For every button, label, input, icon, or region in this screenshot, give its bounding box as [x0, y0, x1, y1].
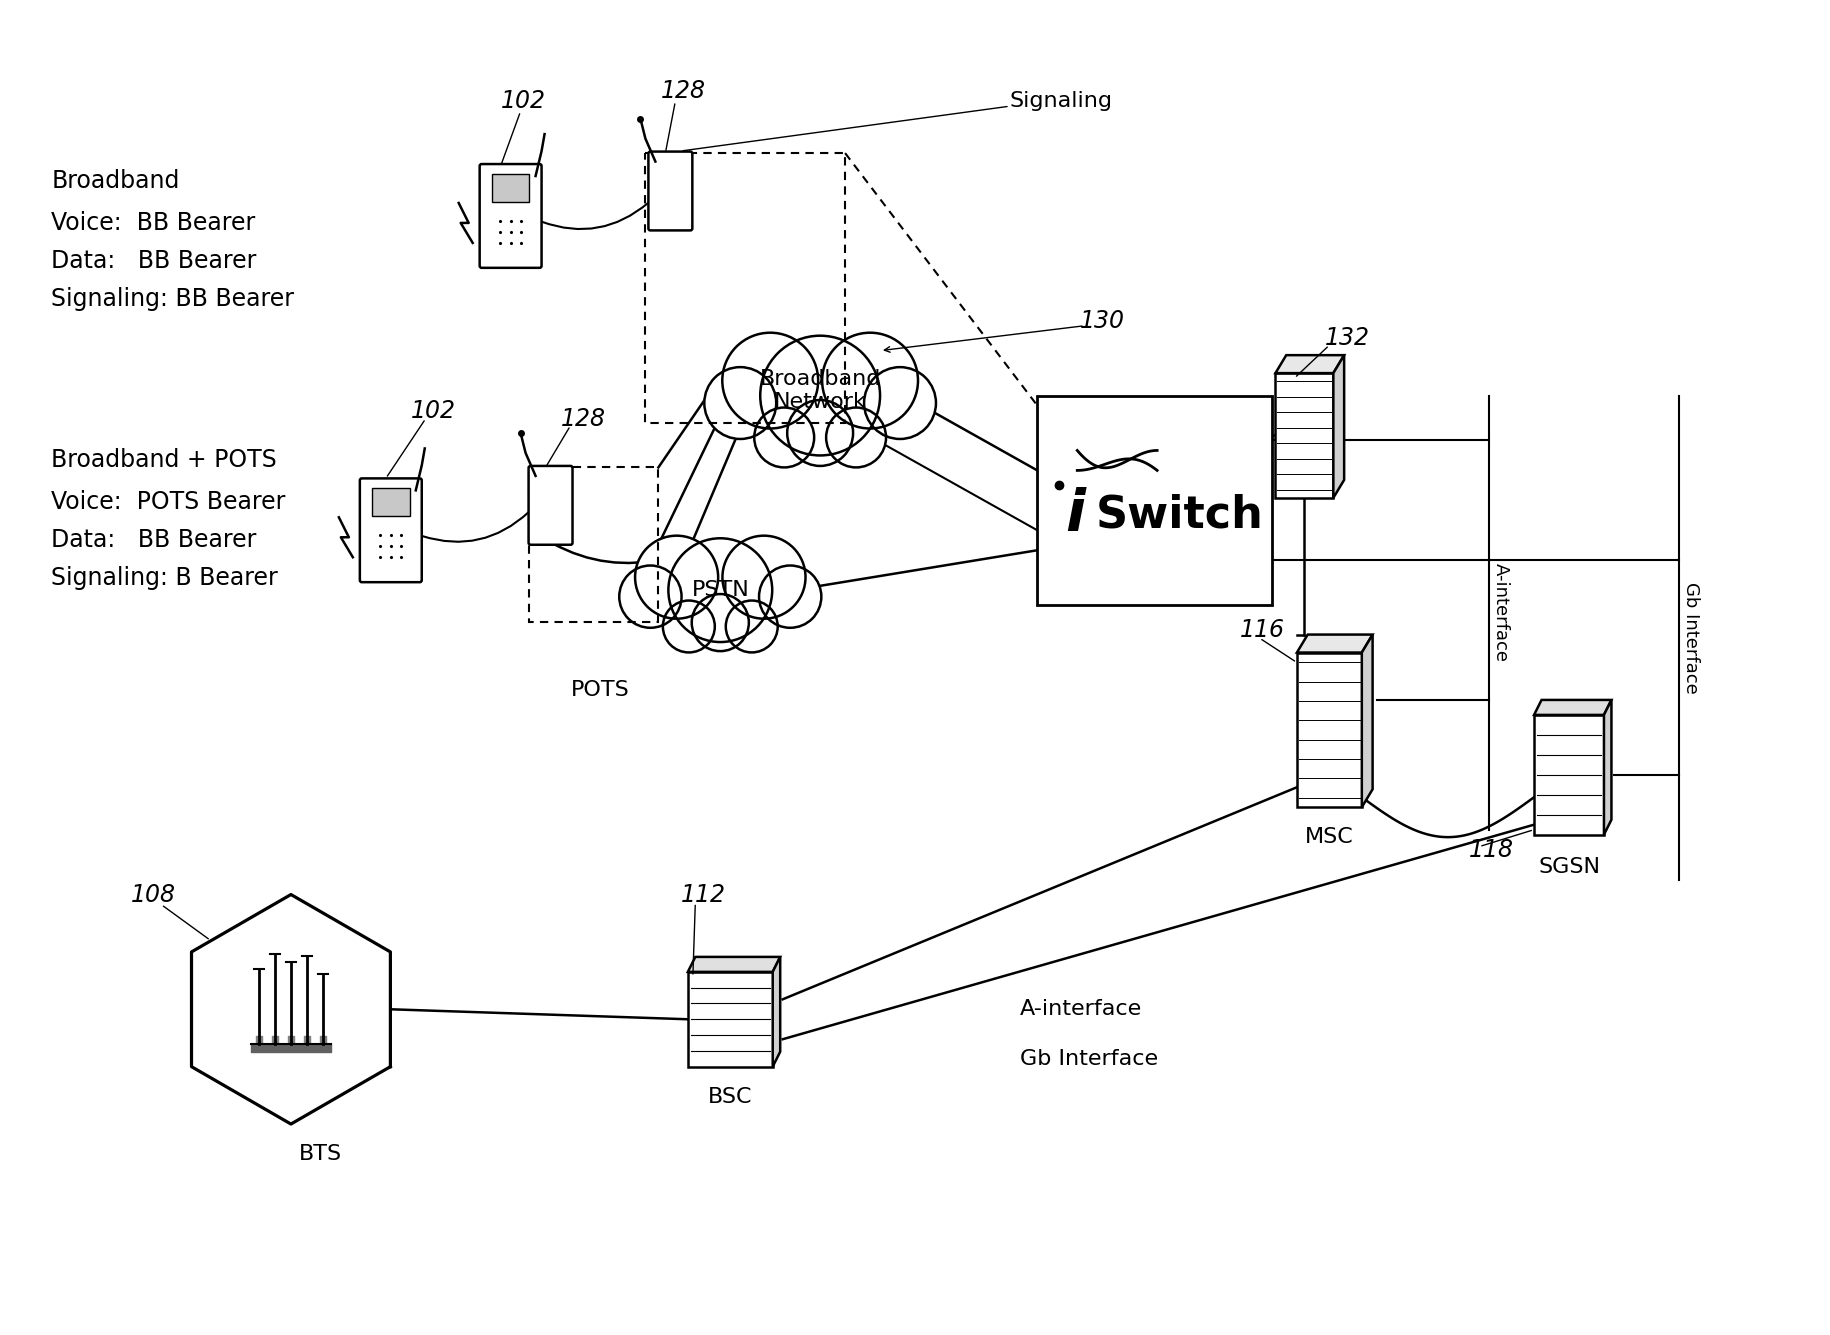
Text: 128: 128: [661, 79, 705, 103]
Polygon shape: [1334, 355, 1345, 498]
Text: Data:   BB Bearer: Data: BB Bearer: [51, 248, 256, 272]
Text: Voice:  BB Bearer: Voice: BB Bearer: [51, 211, 256, 235]
Polygon shape: [192, 894, 390, 1124]
Text: 112: 112: [681, 882, 725, 906]
FancyBboxPatch shape: [529, 466, 573, 545]
Circle shape: [754, 407, 814, 467]
Circle shape: [619, 566, 681, 627]
Circle shape: [668, 538, 772, 642]
Circle shape: [759, 335, 880, 455]
Circle shape: [787, 400, 853, 466]
Ellipse shape: [633, 535, 807, 645]
Circle shape: [662, 601, 716, 653]
Text: Switch: Switch: [1096, 494, 1263, 537]
Text: Broadband
Network: Broadband Network: [759, 368, 880, 413]
Text: Signaling: Signaling: [1010, 91, 1113, 111]
Ellipse shape: [721, 332, 920, 459]
Text: 108: 108: [132, 882, 176, 906]
Polygon shape: [772, 957, 780, 1067]
Polygon shape: [1603, 700, 1612, 834]
Text: Gb Interface: Gb Interface: [1682, 582, 1700, 693]
Text: 130: 130: [1080, 308, 1125, 332]
Text: 116: 116: [1239, 618, 1285, 642]
Text: PSTN: PSTN: [692, 581, 748, 601]
Text: BTS: BTS: [300, 1144, 342, 1164]
Bar: [1297, 653, 1362, 808]
Polygon shape: [1297, 634, 1372, 653]
Text: Broadband: Broadband: [51, 170, 179, 194]
Text: POTS: POTS: [571, 680, 630, 700]
Text: 102: 102: [501, 89, 545, 113]
Text: 118: 118: [1469, 837, 1513, 861]
Bar: [1038, 395, 1272, 605]
Text: SGSN: SGSN: [1537, 857, 1599, 877]
Text: MSC: MSC: [1305, 828, 1354, 848]
Polygon shape: [688, 957, 780, 972]
Circle shape: [727, 601, 778, 653]
Bar: [1534, 716, 1603, 834]
Text: Voice:  POTS Bearer: Voice: POTS Bearer: [51, 490, 285, 514]
Text: Gb Interface: Gb Interface: [1019, 1049, 1158, 1069]
Circle shape: [822, 332, 919, 429]
Text: 128: 128: [560, 407, 606, 430]
Circle shape: [723, 535, 805, 618]
Bar: [529, 467, 659, 622]
Text: A-interface: A-interface: [1019, 1000, 1142, 1020]
Polygon shape: [1362, 634, 1372, 808]
Text: Data:   BB Bearer: Data: BB Bearer: [51, 529, 256, 553]
Bar: [646, 154, 845, 422]
Circle shape: [635, 535, 717, 618]
Text: Signaling: BB Bearer: Signaling: BB Bearer: [51, 287, 295, 311]
Circle shape: [759, 566, 822, 627]
Text: A-interface: A-interface: [1491, 563, 1510, 662]
Circle shape: [705, 367, 776, 439]
FancyBboxPatch shape: [361, 478, 421, 582]
FancyBboxPatch shape: [648, 152, 692, 231]
FancyBboxPatch shape: [479, 164, 542, 268]
Bar: [688, 972, 772, 1067]
Text: Broadband + POTS: Broadband + POTS: [51, 449, 276, 473]
Circle shape: [723, 332, 818, 429]
Polygon shape: [1534, 700, 1612, 716]
Polygon shape: [1276, 355, 1345, 372]
Circle shape: [692, 594, 748, 651]
Text: 132: 132: [1325, 326, 1369, 350]
Bar: [492, 174, 529, 202]
Text: BSC: BSC: [708, 1087, 752, 1107]
Circle shape: [825, 407, 886, 467]
Circle shape: [864, 367, 935, 439]
Text: Signaling: B Bearer: Signaling: B Bearer: [51, 566, 278, 590]
Text: 102: 102: [410, 399, 456, 423]
Text: i: i: [1065, 487, 1085, 543]
Bar: [1276, 372, 1334, 498]
Bar: [371, 489, 410, 517]
